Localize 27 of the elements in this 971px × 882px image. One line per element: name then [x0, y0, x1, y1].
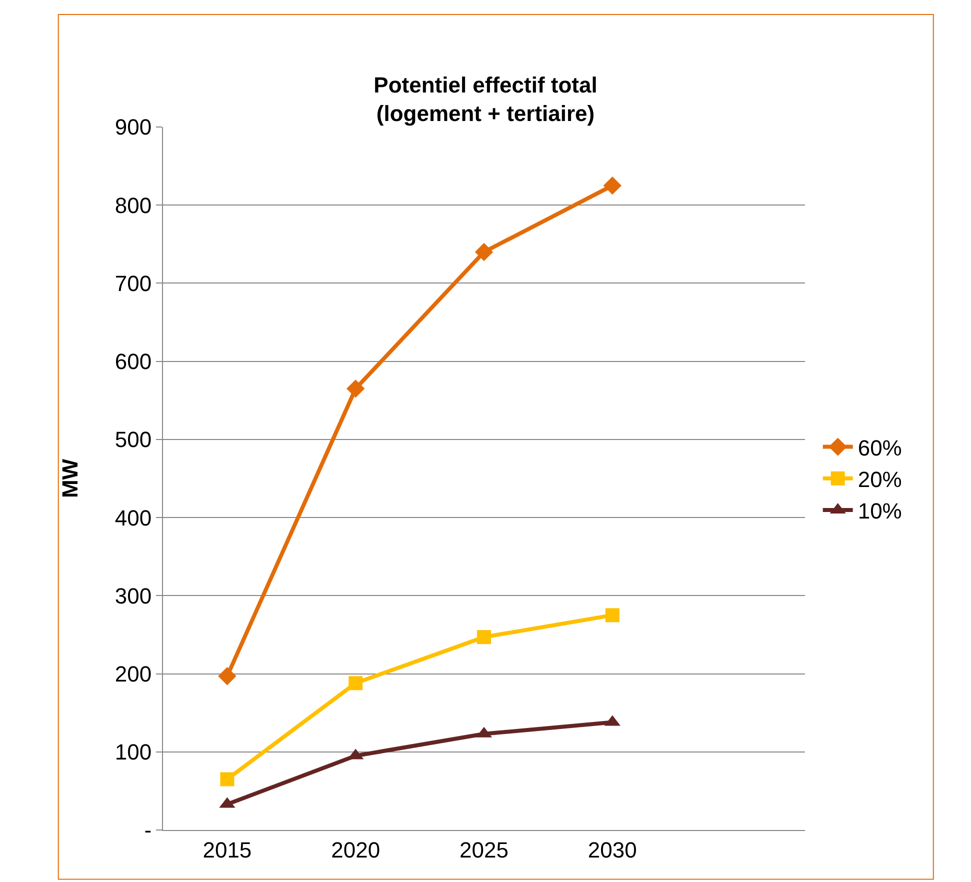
chart-title: Potentiel effectif total (logement + tertiaire)	[374, 72, 598, 126]
y-tick-label: 200	[114, 661, 152, 686]
y-tick-label: -	[144, 818, 152, 843]
x-tick-label: 2020	[331, 837, 380, 862]
x-tick-label: 2015	[202, 837, 252, 862]
point	[605, 608, 620, 622]
y-tick-label: 300	[114, 583, 152, 608]
y-tick-label: 400	[114, 505, 152, 530]
y-tick-label: 900	[114, 114, 152, 140]
point	[474, 242, 494, 262]
point	[220, 772, 234, 786]
point	[218, 667, 236, 686]
legend-label: 60%	[858, 435, 902, 460]
point	[346, 380, 365, 398]
y-axis-title: MW	[58, 458, 83, 498]
y-tick-label: 500	[114, 427, 152, 452]
point	[477, 630, 491, 644]
x-tick-label: 2030	[588, 837, 637, 862]
point	[348, 676, 363, 690]
x-tick-label: 2025	[460, 837, 508, 862]
y-tick-label: 100	[114, 740, 152, 765]
y-tick-label: 700	[114, 270, 152, 296]
y-tick-label: 800	[114, 192, 152, 218]
point	[603, 176, 622, 195]
legend-label: 10%	[858, 498, 902, 524]
y-tick-label: 600	[114, 349, 152, 374]
legend-label: 20%	[858, 466, 902, 492]
